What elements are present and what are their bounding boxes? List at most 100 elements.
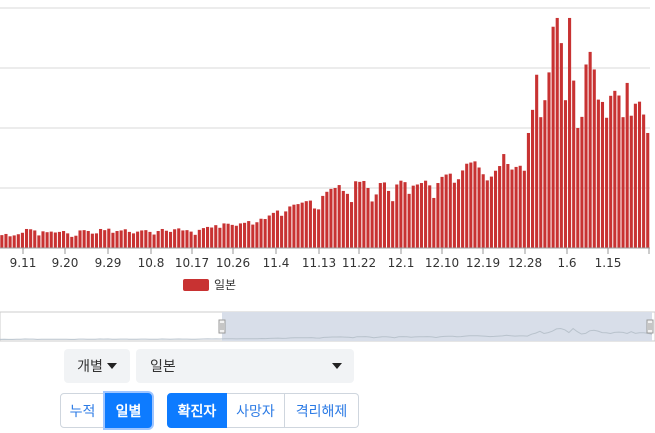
bar[interactable] xyxy=(539,117,543,248)
bar[interactable] xyxy=(136,231,140,248)
deaths-button[interactable]: 사망자 xyxy=(227,393,285,428)
bar[interactable] xyxy=(267,215,271,248)
bar[interactable] xyxy=(502,154,506,248)
bar[interactable] xyxy=(473,161,477,248)
bar[interactable] xyxy=(642,114,646,248)
bar[interactable] xyxy=(24,228,29,248)
bar[interactable] xyxy=(226,223,230,248)
bar[interactable] xyxy=(572,80,576,248)
bar[interactable] xyxy=(201,228,205,248)
bar[interactable] xyxy=(399,180,403,248)
recovered-button[interactable]: 격리해제 xyxy=(285,393,359,428)
bar[interactable] xyxy=(0,235,4,248)
bar[interactable] xyxy=(70,236,74,248)
navigator-handle[interactable] xyxy=(646,319,654,334)
bar[interactable] xyxy=(222,223,226,248)
bar[interactable] xyxy=(600,101,605,248)
bar[interactable] xyxy=(251,224,255,248)
bar[interactable] xyxy=(177,228,181,248)
range-navigator[interactable] xyxy=(0,311,655,342)
bar[interactable] xyxy=(555,17,559,249)
bar[interactable] xyxy=(518,165,522,248)
bar[interactable] xyxy=(349,202,354,248)
bar[interactable] xyxy=(617,95,621,248)
bar[interactable] xyxy=(37,235,41,248)
bar[interactable] xyxy=(115,231,119,248)
bar[interactable] xyxy=(424,180,428,248)
bar[interactable] xyxy=(531,109,535,248)
bar[interactable] xyxy=(489,176,493,248)
bar[interactable] xyxy=(629,115,633,249)
bar[interactable] xyxy=(493,170,498,248)
bar[interactable] xyxy=(296,204,300,248)
bar[interactable] xyxy=(181,230,185,248)
bar[interactable] xyxy=(214,225,218,248)
bar[interactable] xyxy=(407,193,411,248)
bar[interactable] xyxy=(448,173,452,248)
bar[interactable] xyxy=(140,230,144,248)
bar[interactable] xyxy=(469,162,473,248)
bar[interactable] xyxy=(86,231,90,248)
bar[interactable] xyxy=(144,230,148,248)
bar[interactable] xyxy=(465,163,469,248)
bar[interactable] xyxy=(90,233,94,248)
bar[interactable] xyxy=(41,231,45,248)
bar[interactable] xyxy=(243,222,247,248)
bar[interactable] xyxy=(164,230,168,248)
bar[interactable] xyxy=(12,235,16,248)
daily-button[interactable]: 일별 xyxy=(105,393,152,428)
bar[interactable] xyxy=(596,99,600,248)
bar[interactable] xyxy=(234,225,238,248)
bar[interactable] xyxy=(605,117,609,248)
bar[interactable] xyxy=(62,231,66,248)
bar[interactable] xyxy=(317,209,321,248)
bar[interactable] xyxy=(193,234,197,248)
bar[interactable] xyxy=(432,197,436,248)
bar[interactable] xyxy=(576,128,580,248)
bar[interactable] xyxy=(391,201,395,248)
bar[interactable] xyxy=(94,233,99,248)
bar[interactable] xyxy=(551,26,555,249)
bar[interactable] xyxy=(218,227,222,248)
bar[interactable] xyxy=(333,188,337,248)
bar[interactable] xyxy=(543,100,547,248)
bar[interactable] xyxy=(148,231,152,248)
bar[interactable] xyxy=(107,228,111,248)
bar[interactable] xyxy=(103,230,107,248)
bar[interactable] xyxy=(82,230,86,248)
confirmed-button[interactable]: 확진자 xyxy=(167,393,227,428)
bar[interactable] xyxy=(308,200,312,248)
bar[interactable] xyxy=(321,195,325,248)
bar[interactable] xyxy=(312,208,317,248)
bar[interactable] xyxy=(325,191,329,248)
bar[interactable] xyxy=(123,229,127,248)
bar[interactable] xyxy=(568,17,572,249)
bar[interactable] xyxy=(358,181,362,248)
bar[interactable] xyxy=(535,74,539,248)
bar[interactable] xyxy=(275,210,280,248)
bar[interactable] xyxy=(337,185,341,248)
bar[interactable] xyxy=(395,184,399,248)
bar[interactable] xyxy=(74,235,78,248)
bar[interactable] xyxy=(637,101,642,248)
bar[interactable] xyxy=(477,167,481,248)
bar[interactable] xyxy=(415,184,419,248)
bar[interactable] xyxy=(354,181,358,248)
bar[interactable] xyxy=(403,182,407,248)
bar[interactable] xyxy=(168,231,173,248)
bar[interactable] xyxy=(20,232,24,248)
bar[interactable] xyxy=(498,166,502,248)
bar[interactable] xyxy=(440,176,444,248)
bar[interactable] xyxy=(485,180,489,248)
bar[interactable] xyxy=(288,206,292,248)
bar[interactable] xyxy=(378,183,382,248)
bar[interactable] xyxy=(247,221,251,248)
bar[interactable] xyxy=(436,183,440,248)
bar[interactable] xyxy=(621,117,625,248)
bar[interactable] xyxy=(284,211,288,248)
bar[interactable] xyxy=(559,43,563,249)
bar[interactable] xyxy=(99,228,103,248)
bar[interactable] xyxy=(428,185,432,248)
bar[interactable] xyxy=(456,179,461,248)
navigator-handle[interactable] xyxy=(218,319,226,334)
